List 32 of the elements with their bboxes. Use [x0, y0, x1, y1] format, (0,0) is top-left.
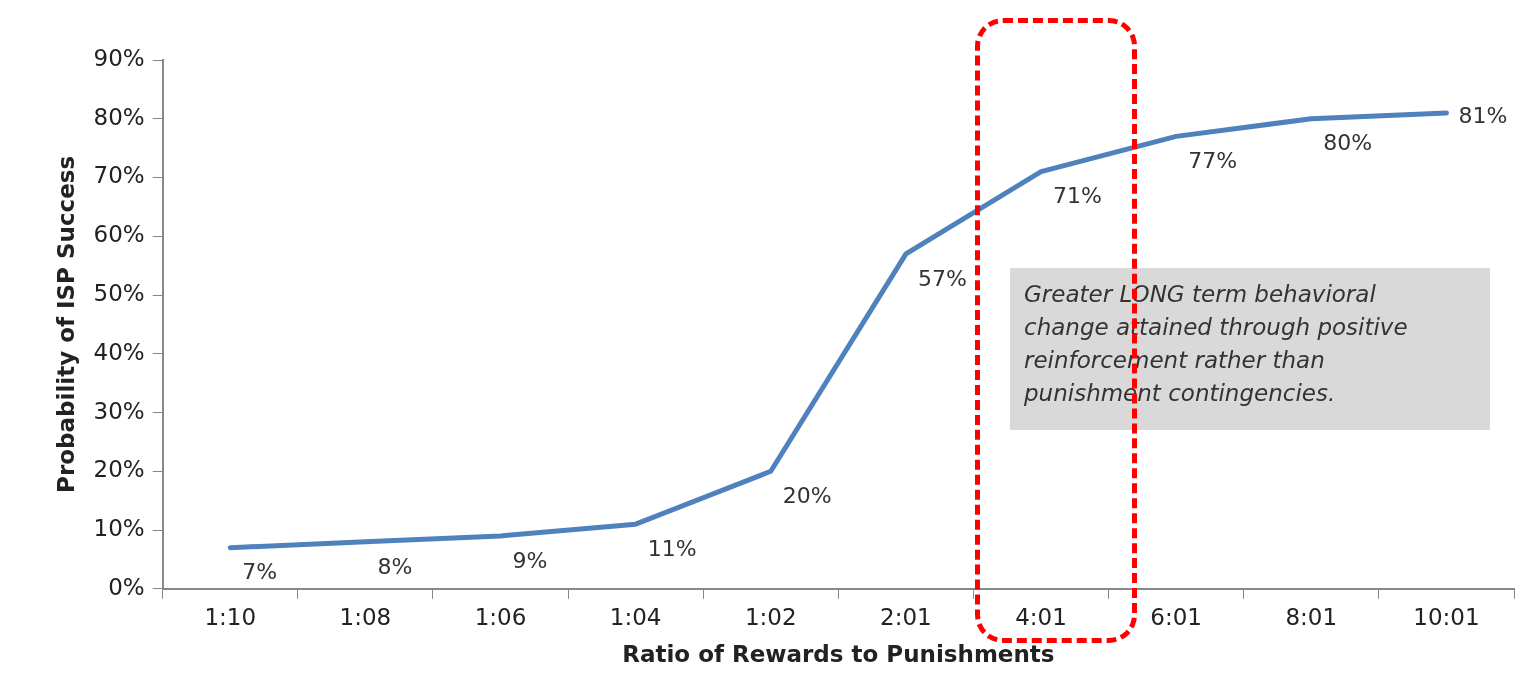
x-tick-label: 1:10 — [204, 603, 257, 630]
y-tick-label: 60% — [93, 221, 145, 248]
y-tick-label: 90% — [93, 44, 145, 71]
data-label: 8% — [377, 553, 413, 579]
x-tick-label: 1:06 — [474, 603, 527, 630]
x-tick-label: 4:01 — [1015, 603, 1067, 630]
x-tick-label: 6:01 — [1150, 603, 1203, 630]
y-tick-label: 0% — [108, 573, 145, 600]
y-tick-label: 50% — [93, 279, 145, 306]
y-tick-label: 30% — [93, 397, 145, 424]
data-label: 81% — [1458, 102, 1508, 128]
data-label: 9% — [512, 547, 548, 573]
x-tick-label: 1:08 — [339, 603, 392, 630]
y-axis-title: Probability of ISP Success — [52, 155, 79, 493]
y-tick-label: 70% — [93, 162, 145, 189]
data-label: 80% — [1323, 130, 1373, 156]
x-axis-title: Ratio of Rewards to Punishments — [622, 641, 1055, 668]
data-label: 77% — [1188, 148, 1238, 174]
data-label: 57% — [917, 265, 967, 291]
x-tick-label: 1:04 — [609, 603, 662, 630]
y-tick-label: 40% — [93, 338, 145, 365]
y-tick-label: 80% — [93, 103, 145, 130]
x-tick-label: 8:01 — [1285, 603, 1338, 630]
x-tick-label: 10:01 — [1413, 603, 1480, 630]
data-label: 20% — [782, 483, 832, 509]
x-tick-label: 1:02 — [744, 603, 797, 630]
x-tick-label: 2:01 — [880, 603, 932, 630]
data-label: 71% — [1053, 183, 1102, 209]
y-tick-label: 10% — [93, 515, 145, 542]
data-label: 7% — [242, 559, 278, 585]
y-tick-label: 20% — [93, 456, 145, 483]
data-label: 11% — [647, 535, 697, 561]
